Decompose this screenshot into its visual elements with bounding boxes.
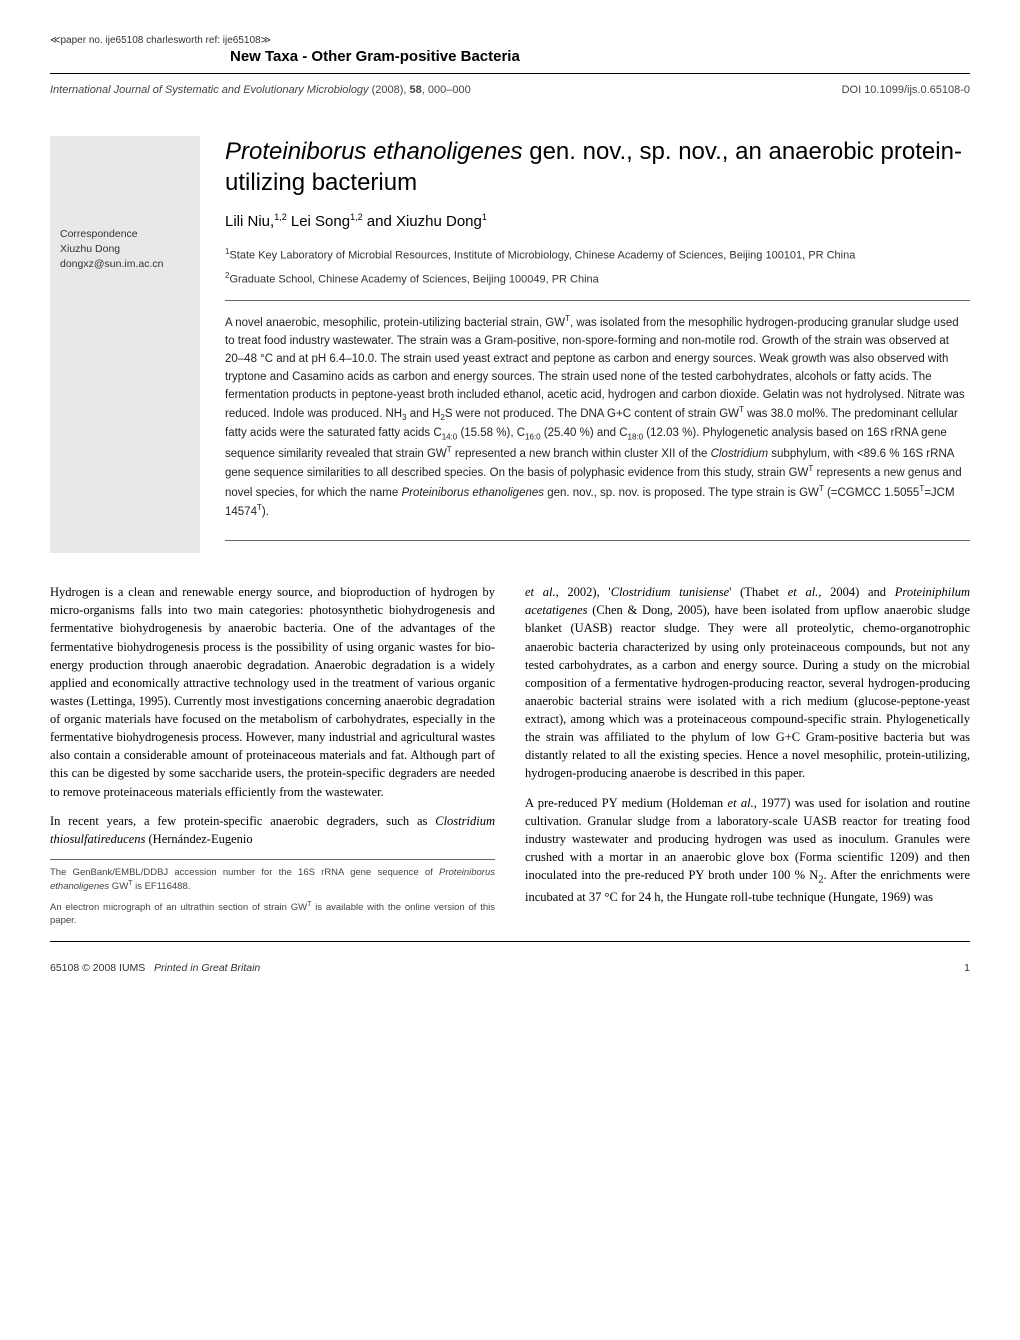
journal-year: (2008) (372, 84, 404, 96)
body-text: Hydrogen is a clean and renewable energy… (50, 583, 970, 933)
journal-pages: 000–000 (428, 84, 471, 96)
abstract: A novel anaerobic, mesophilic, protein-u… (225, 313, 970, 522)
body-paragraph: et al., 2002), 'Clostridium tunisiense' … (525, 583, 970, 782)
journal-citation: International Journal of Systematic and … (50, 84, 471, 96)
footnote-rule (50, 859, 495, 860)
thin-rule (225, 300, 970, 301)
left-column: Hydrogen is a clean and renewable energy… (50, 583, 495, 933)
affiliation-1: 1State Key Laboratory of Microbial Resou… (225, 246, 970, 264)
article-title: Proteiniborus ethanoligenes gen. nov., s… (225, 136, 970, 198)
authors: Lili Niu,1,2 Lei Song1,2 and Xiuzhu Dong… (225, 212, 970, 230)
footer-copyright: 65108 © 2008 IUMS Printed in Great Brita… (50, 962, 260, 974)
section-heading: New Taxa - Other Gram-positive Bacteria (230, 48, 970, 65)
horizontal-rule (50, 73, 970, 74)
right-column: et al., 2002), 'Clostridium tunisiense' … (525, 583, 970, 933)
body-paragraph: In recent years, a few protein-specific … (50, 812, 495, 848)
journal-info-row: International Journal of Systematic and … (50, 84, 970, 96)
journal-volume: 58 (410, 84, 422, 96)
correspondence-email: dongxz@sun.im.ac.cn (60, 258, 190, 270)
affiliation-2: 2Graduate School, Chinese Academy of Sci… (225, 270, 970, 288)
paper-reference: ≪paper no. ije65108 charlesworth ref: ij… (50, 35, 970, 46)
correspondence-sidebar: Correspondence Xiuzhu Dong dongxz@sun.im… (50, 136, 200, 553)
article-content: Proteiniborus ethanoligenes gen. nov., s… (225, 136, 970, 553)
footnote: The GenBank/EMBL/DDBJ accession number f… (50, 866, 495, 894)
correspondence-label: Correspondence (60, 228, 190, 240)
page: ≪paper no. ije65108 charlesworth ref: ij… (0, 0, 1020, 1009)
page-number: 1 (964, 962, 970, 974)
body-paragraph: A pre-reduced PY medium (Holdeman et al.… (525, 794, 970, 906)
doi: DOI 10.1099/ijs.0.65108-0 (842, 84, 970, 96)
body-paragraph: Hydrogen is a clean and renewable energy… (50, 583, 495, 801)
horizontal-rule (50, 941, 970, 942)
main-content-area: Correspondence Xiuzhu Dong dongxz@sun.im… (50, 136, 970, 553)
correspondence-name: Xiuzhu Dong (60, 243, 190, 255)
thin-rule (225, 540, 970, 541)
page-footer: 65108 © 2008 IUMS Printed in Great Brita… (50, 956, 970, 974)
journal-name: International Journal of Systematic and … (50, 84, 369, 96)
footnote: An electron micrograph of an ultrathin s… (50, 900, 495, 928)
